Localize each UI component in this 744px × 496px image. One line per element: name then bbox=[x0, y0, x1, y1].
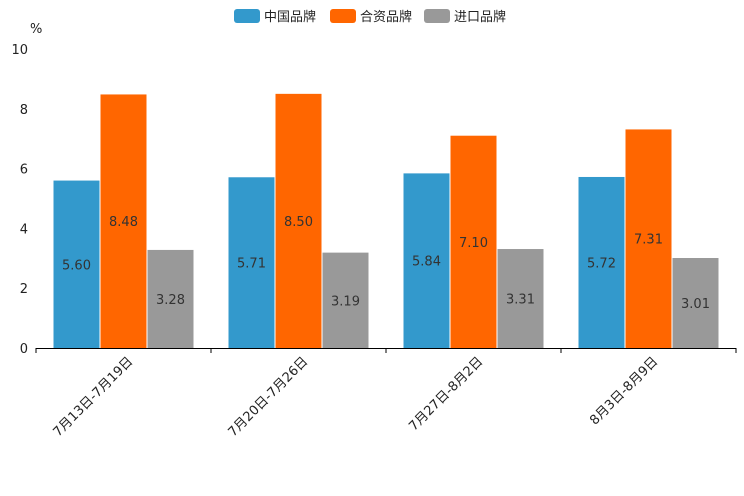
bar-2-3[interactable] bbox=[450, 135, 497, 348]
data-label: 8.50 bbox=[284, 215, 313, 230]
data-label: 5.84 bbox=[412, 255, 441, 270]
bar-1-1[interactable] bbox=[53, 180, 100, 348]
data-label: 3.01 bbox=[681, 297, 710, 312]
bar-3-2[interactable] bbox=[322, 252, 369, 348]
legend-swatch-3[interactable] bbox=[424, 9, 450, 23]
bar-1-2[interactable] bbox=[228, 177, 275, 348]
legend: 中国品牌 合资品牌 进口品牌 bbox=[234, 9, 506, 25]
bar-1-4[interactable] bbox=[578, 176, 625, 348]
data-label: 3.28 bbox=[156, 293, 185, 308]
x-category-label: 7月27日-8月2日 bbox=[406, 354, 486, 434]
y-tick-label: 10 bbox=[11, 43, 28, 58]
data-label: 8.48 bbox=[109, 215, 138, 230]
data-label: 3.19 bbox=[331, 294, 360, 309]
bar-3-3[interactable] bbox=[497, 249, 544, 348]
bar-1-3[interactable] bbox=[403, 173, 450, 348]
bar-2-1[interactable] bbox=[100, 94, 147, 348]
legend-swatch-1[interactable] bbox=[234, 9, 260, 23]
y-unit-label: % bbox=[30, 22, 42, 37]
legend-label-2: 合资品牌 bbox=[360, 9, 412, 25]
bar-3-4[interactable] bbox=[672, 258, 719, 348]
legend-label-1: 中国品牌 bbox=[264, 9, 316, 25]
bars-group: 5.60 8.48 3.28 5.71 8.50 3.19 5.84 7.10 3.31 5.72… bbox=[53, 93, 719, 348]
data-label: 3.31 bbox=[506, 293, 535, 308]
y-tick-label: 8 bbox=[20, 103, 28, 118]
data-label: 5.72 bbox=[587, 256, 616, 271]
y-tick-label: 4 bbox=[20, 222, 28, 237]
data-label: 5.71 bbox=[237, 257, 266, 272]
x-category-label: 7月13日-7月19日 bbox=[51, 354, 137, 440]
y-axis: 0 2 4 6 8 10 bbox=[11, 43, 28, 357]
data-label: 7.31 bbox=[634, 233, 663, 248]
bar-2-4[interactable] bbox=[625, 129, 672, 348]
y-tick-label: 6 bbox=[20, 163, 28, 178]
bar-2-2[interactable] bbox=[275, 93, 322, 348]
x-category-label: 8月3日-8月9日 bbox=[587, 354, 661, 428]
data-label: 5.60 bbox=[62, 258, 91, 273]
y-tick-label: 2 bbox=[20, 282, 28, 297]
bar-3-1[interactable] bbox=[147, 249, 194, 348]
legend-label-3: 进口品牌 bbox=[454, 9, 506, 25]
x-category-label: 7月20日-7月26日 bbox=[226, 354, 312, 440]
x-axis: 7月13日-7月19日 7月20日-7月26日 7月27日-8月2日 8月3日-8月9… bbox=[35, 348, 737, 440]
data-label: 7.10 bbox=[459, 236, 488, 251]
legend-swatch-2[interactable] bbox=[330, 9, 356, 23]
y-tick-label: 0 bbox=[20, 342, 28, 357]
